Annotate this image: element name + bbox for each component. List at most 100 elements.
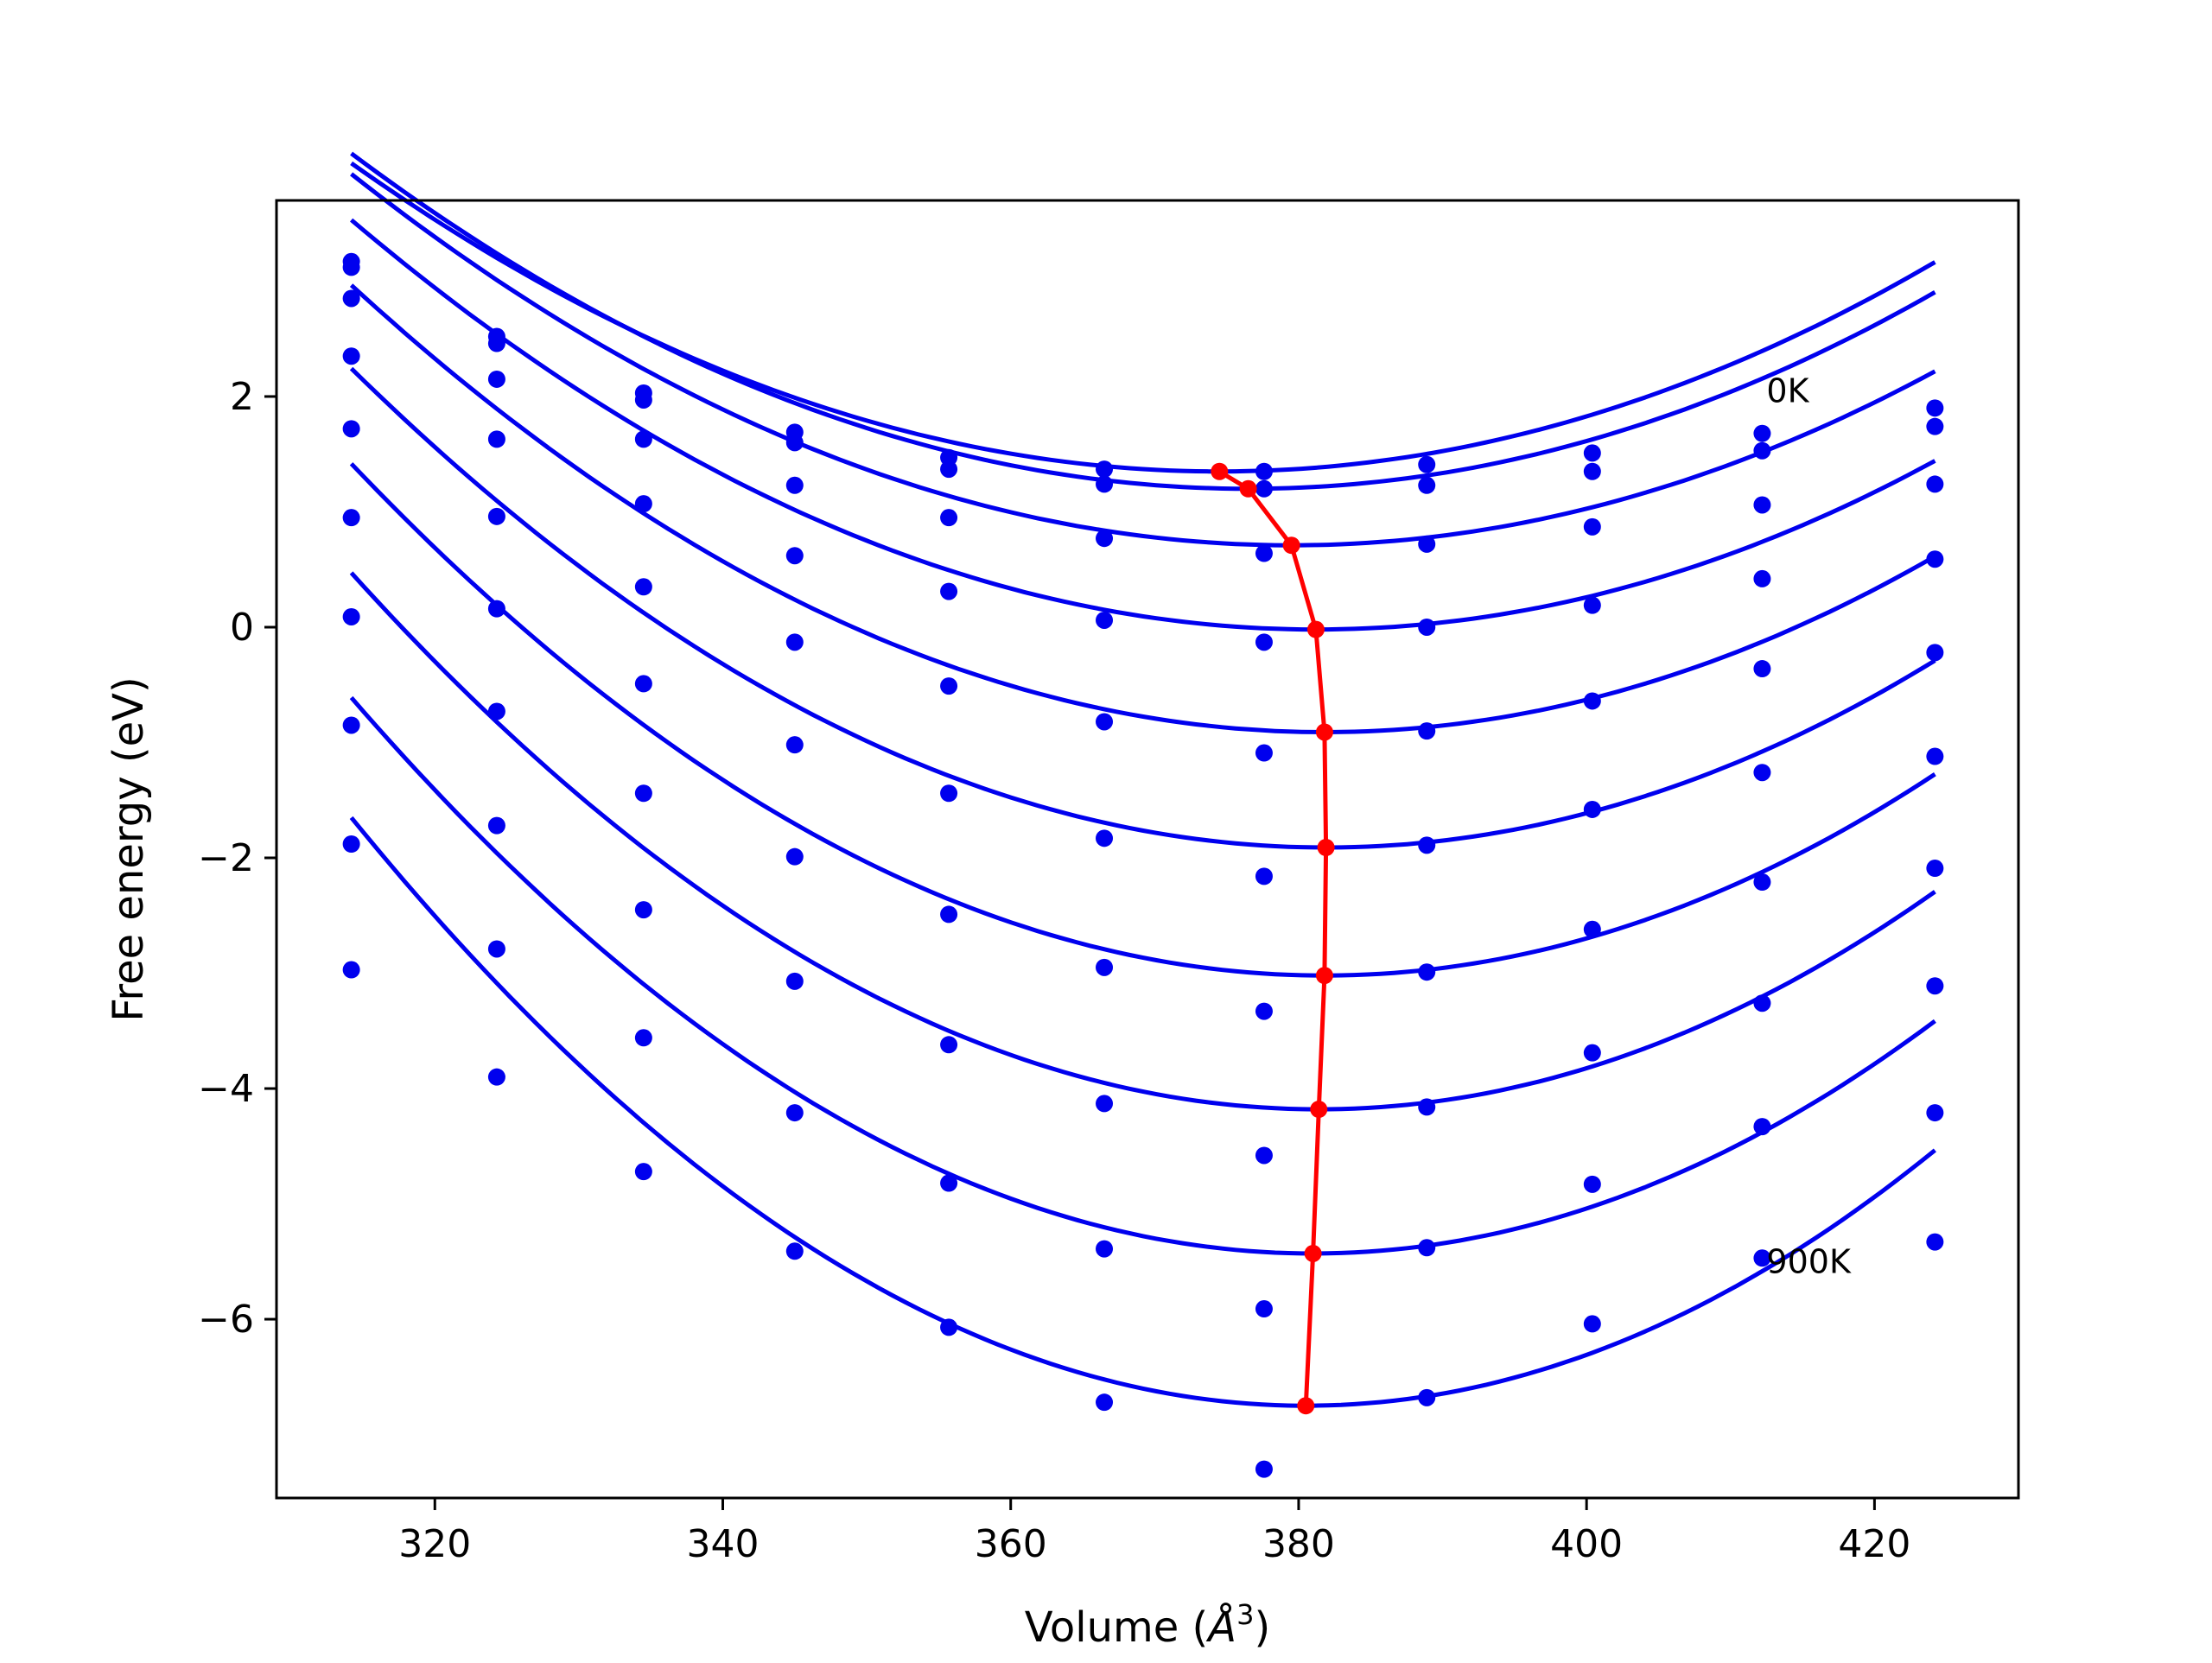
- data-point: [1583, 800, 1601, 818]
- x-axis-ticks: 320 340 360 380 400 420: [398, 1498, 1910, 1566]
- annotation-label: 0K: [1766, 372, 1809, 410]
- data-point: [1926, 860, 1944, 878]
- data-point: [940, 509, 958, 527]
- data-point: [1255, 867, 1273, 885]
- y-tick-label: −6: [198, 1298, 254, 1342]
- data-point: [1753, 569, 1771, 587]
- data-point: [1926, 475, 1944, 493]
- data-point: [1255, 1300, 1273, 1318]
- data-point: [1926, 1104, 1944, 1122]
- minima-point: [1315, 723, 1333, 741]
- minima-point: [1315, 967, 1333, 985]
- data-point: [940, 1036, 958, 1054]
- data-point: [634, 901, 652, 919]
- fit-curve-8: [349, 695, 1936, 1256]
- data-point: [342, 347, 360, 365]
- data-point: [940, 905, 958, 924]
- data-point: [1753, 424, 1771, 442]
- data-point: [634, 495, 652, 513]
- annotation-label: 900K: [1766, 1243, 1852, 1281]
- data-point: [634, 390, 652, 409]
- data-point: [1418, 722, 1436, 740]
- fit-curve-9: [349, 816, 1936, 1408]
- data-point: [1418, 963, 1436, 981]
- data-point: [342, 716, 360, 734]
- data-point: [342, 420, 360, 438]
- data-point: [940, 784, 958, 803]
- data-point: [1418, 535, 1436, 553]
- x-tick-label: 400: [1550, 1522, 1623, 1566]
- x-tick-label: 380: [1262, 1522, 1335, 1566]
- minima-curve: [1211, 462, 1335, 1415]
- data-point: [1926, 977, 1944, 995]
- data-point: [785, 972, 804, 990]
- data-point: [1096, 713, 1114, 731]
- plot-frame: [275, 199, 2020, 1500]
- data-point: [785, 476, 804, 494]
- data-point: [1753, 496, 1771, 514]
- x-tick-label: 360: [975, 1522, 1047, 1566]
- data-point: [1753, 1249, 1771, 1267]
- y-tick-label: −4: [198, 1067, 254, 1111]
- data-point: [487, 507, 505, 525]
- minima-point: [1282, 536, 1300, 555]
- minima-line: [1218, 469, 1329, 1406]
- data-point: [1583, 462, 1601, 480]
- minima-point: [1310, 1101, 1328, 1119]
- fit-curve-0: [350, 161, 1936, 474]
- data-point: [1096, 1095, 1114, 1113]
- data-point: [634, 430, 652, 448]
- data-point: [785, 847, 804, 866]
- data-point: [1753, 660, 1771, 678]
- data-point: [1583, 596, 1601, 614]
- data-point: [487, 1068, 505, 1086]
- data-point: [785, 434, 804, 452]
- data-point: [1583, 692, 1601, 710]
- data-point: [1255, 462, 1273, 480]
- data-point: [634, 784, 652, 803]
- data-point: [940, 677, 958, 695]
- data-point: [1753, 994, 1771, 1012]
- data-point: [634, 1163, 652, 1181]
- fit-curve-7: [349, 571, 1936, 1112]
- data-point: [785, 633, 804, 651]
- data-point: [1926, 550, 1944, 568]
- data-point: [342, 258, 360, 276]
- data-point: [487, 370, 505, 388]
- data-point: [487, 940, 505, 958]
- fit-curve-3: [349, 218, 1936, 632]
- y-axis-label: Free energy (eV): [105, 676, 153, 1021]
- data-point: [1753, 1118, 1771, 1136]
- data-point: [1418, 1098, 1436, 1116]
- data-point: [342, 509, 360, 527]
- data-point: [487, 600, 505, 618]
- data-point: [342, 835, 360, 853]
- data-point: [634, 1029, 652, 1047]
- x-tick-label: 420: [1838, 1522, 1910, 1566]
- data-point: [940, 460, 958, 479]
- data-point: [1583, 1044, 1601, 1062]
- data-point: [1096, 475, 1114, 493]
- data-point: [1583, 517, 1601, 536]
- x-tick-label: 340: [687, 1522, 760, 1566]
- data-point: [1583, 1315, 1601, 1333]
- minima-point: [1211, 462, 1229, 480]
- data-point: [1926, 399, 1944, 417]
- data-point: [1753, 764, 1771, 782]
- data-point: [342, 289, 360, 308]
- fit-curve-6: [349, 462, 1936, 978]
- data-point: [1255, 744, 1273, 762]
- data-point: [1753, 873, 1771, 892]
- minima-point: [1304, 1244, 1322, 1262]
- data-point: [1096, 958, 1114, 976]
- data-point: [342, 961, 360, 979]
- x-tick-label: 320: [398, 1522, 471, 1566]
- data-point: [487, 430, 505, 448]
- fit-curve-5: [349, 366, 1936, 850]
- data-point: [785, 1242, 804, 1260]
- data-point: [1255, 1460, 1273, 1478]
- data-point: [1418, 618, 1436, 636]
- data-point: [1096, 1393, 1114, 1412]
- data-point: [1926, 417, 1944, 435]
- data-point: [487, 702, 505, 720]
